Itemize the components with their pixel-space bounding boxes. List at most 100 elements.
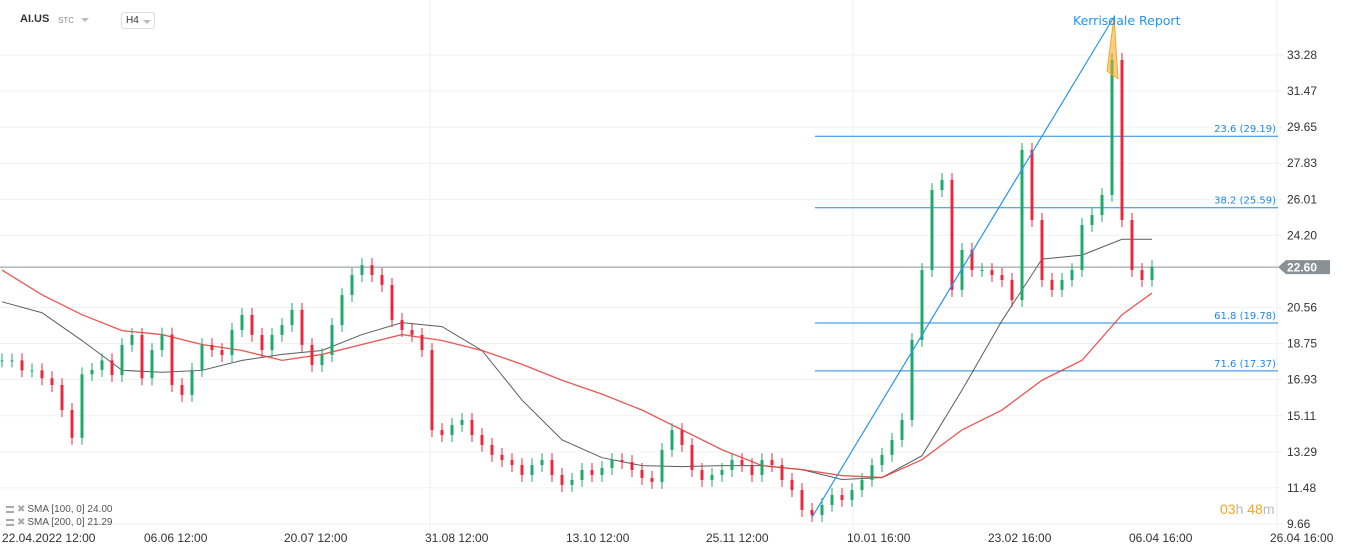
grid: [0, 0, 1283, 530]
candle-up: [930, 190, 934, 271]
candle-up: [540, 460, 544, 466]
candle-up: [320, 355, 324, 365]
candle-up: [1110, 59, 1114, 195]
settings-icon[interactable]: [6, 518, 14, 526]
candle-down: [220, 350, 224, 356]
close-icon[interactable]: ✖: [17, 504, 26, 515]
candle-up: [1090, 215, 1094, 225]
x-tick-label: 06.06 12:00: [144, 531, 208, 545]
candle-up: [730, 460, 734, 470]
candle-up: [120, 344, 124, 376]
indicator-legend-sma200[interactable]: ✖ SMA [200, 0] 21.29: [6, 517, 112, 528]
candle-up: [280, 325, 284, 335]
candle-up: [710, 474, 714, 480]
candle-down: [60, 385, 64, 411]
indicator-legend-sma100[interactable]: ✖ SMA [100, 0] 24.00: [6, 504, 112, 515]
countdown-hours-unit: h: [1235, 501, 1244, 517]
y-tick-label: 18.75: [1287, 337, 1317, 351]
candle-up: [30, 370, 34, 372]
candle-down: [560, 474, 564, 485]
indicator-label: SMA [200, 0] 21.29: [27, 517, 113, 528]
settings-icon[interactable]: [6, 505, 14, 513]
candle-up: [340, 295, 344, 326]
candle-up: [150, 350, 154, 379]
symbol-label[interactable]: AI.US: [20, 13, 50, 25]
candle-down: [310, 344, 314, 365]
candle-down: [110, 360, 114, 376]
x-tick-label: 10.01 16:00: [847, 531, 911, 545]
candle-down: [1010, 279, 1014, 301]
candle-up: [450, 424, 454, 436]
candle-down: [70, 410, 74, 438]
y-tick-label: 29.65: [1287, 120, 1317, 134]
arrow-annotation-icon: [1106, 16, 1119, 80]
close-icon[interactable]: ✖: [17, 517, 26, 528]
sma-200-line: [1, 269, 1153, 479]
candle-down: [620, 460, 624, 463]
symbol-dropdown-icon[interactable]: [81, 18, 89, 22]
candle-up: [980, 270, 984, 272]
candle-down: [500, 454, 504, 461]
candle-down: [1120, 59, 1124, 221]
moving-averages: [0, 238, 1278, 481]
candle-up: [900, 419, 904, 441]
candle-up: [160, 334, 164, 351]
trend-line: [811, 16, 1115, 518]
candle-down: [590, 469, 594, 475]
y-tick-label: 9.66: [1287, 517, 1311, 531]
candle-down: [770, 460, 774, 466]
candle-down: [380, 275, 384, 285]
candle-up: [130, 334, 134, 345]
candle-down: [950, 179, 954, 290]
fibonacci-label: 23.6 (29.19): [1214, 124, 1276, 135]
x-tick-label: 25.11 12:00: [706, 531, 769, 545]
candle-up: [670, 430, 674, 450]
x-tick-label: 26.04 16:00: [1270, 531, 1334, 545]
candle-up: [1020, 149, 1024, 301]
market-label: STC: [58, 16, 74, 25]
time-axis[interactable]: 22.04.2022 12:00 06.06 12:00 20.07 12:00 31…: [2, 531, 1334, 545]
current-price-label: 22.60: [1287, 261, 1317, 275]
timeframe-value: H4: [126, 15, 139, 26]
candle-down: [170, 334, 174, 386]
fibonacci-label: 71.6 (17.37): [1214, 359, 1276, 370]
candle-down: [180, 385, 184, 395]
chevron-down-icon: [143, 20, 151, 24]
annotation-label: Kerrisdale Report: [1073, 13, 1181, 28]
candle-down: [20, 360, 24, 371]
countdown-hours: 03: [1220, 501, 1236, 517]
candle-up: [80, 374, 84, 438]
price-axis[interactable]: 33.28 31.47 29.65 27.83 26.01 24.20 20.56 18.75…: [1278, 48, 1330, 531]
candle-up: [860, 479, 864, 491]
candle-up: [530, 465, 534, 475]
candle-up: [200, 344, 204, 370]
candle-down: [470, 419, 474, 436]
candle-down: [840, 495, 844, 500]
candle-down: [410, 330, 414, 335]
candle-up: [570, 479, 574, 485]
sma-100-line: [1, 238, 1152, 481]
x-tick-label: 13.10 12:00: [566, 531, 630, 545]
fibonacci-levels[interactable]: 23.6 (29.19) 38.2 (25.59) 61.8 (19.78) 71.6…: [815, 124, 1278, 372]
x-tick-label: 20.07 12:00: [284, 531, 348, 545]
candle-up: [270, 334, 274, 351]
current-price-badge: [1278, 260, 1330, 275]
candle-up: [610, 460, 614, 469]
candle-down: [630, 462, 634, 470]
candle-down: [680, 430, 684, 445]
countdown-minutes: 48: [1247, 501, 1263, 517]
candle-up: [960, 249, 964, 290]
y-tick-label: 31.47: [1287, 84, 1317, 98]
y-tick-label: 27.83: [1287, 156, 1317, 170]
candle-up: [910, 339, 914, 420]
y-tick-label: 16.93: [1287, 373, 1317, 387]
candle-up: [360, 265, 364, 276]
candle-down: [1140, 270, 1144, 280]
candle-down: [650, 477, 654, 482]
candle-up: [290, 309, 294, 326]
timeframe-select[interactable]: H4: [121, 12, 155, 29]
candle-down: [640, 469, 644, 478]
drawings[interactable]: Kerrisdale Report: [811, 13, 1181, 518]
candle-down: [440, 430, 444, 436]
